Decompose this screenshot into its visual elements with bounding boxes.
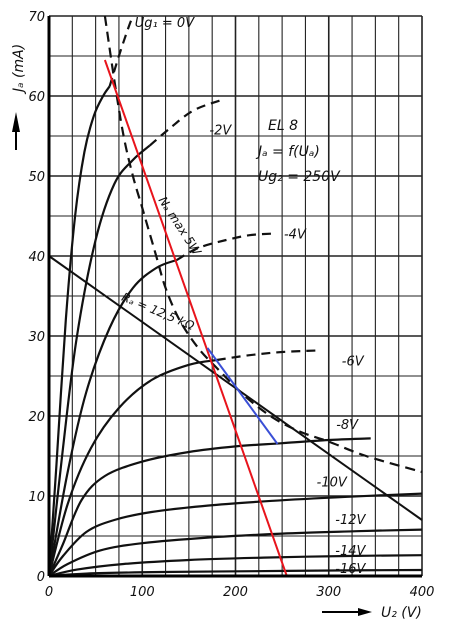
y-axis-title: Jₐ (mA): [11, 44, 27, 95]
y-tick-label: 0: [37, 570, 45, 585]
info-tube: EL 8: [268, 118, 298, 134]
x-tick-label: 300: [316, 585, 341, 600]
series-line-dashed: [108, 15, 134, 87]
info-screen-voltage: Ug₂ = 250V: [258, 169, 341, 185]
max-dissipation-curve: [103, 15, 423, 474]
series-label: -14V: [335, 544, 366, 559]
x-tick-label: 400: [410, 585, 435, 600]
y-tick-label: 60: [28, 90, 45, 105]
series-line-dashed: [216, 349, 320, 362]
series-line: [47, 144, 151, 577]
series-line: [47, 258, 178, 577]
series-label: -12V: [335, 513, 366, 528]
series-label: -2V: [209, 123, 232, 138]
axes: [12, 16, 422, 616]
y-axis-arrow-icon: [12, 112, 20, 132]
series-line: [47, 85, 111, 577]
series-label: -8V: [336, 418, 359, 433]
series-line: [47, 437, 371, 577]
x-axis-title: U₂ (V): [381, 605, 422, 621]
y-tick-label: 40: [28, 250, 45, 265]
series-line: [47, 358, 217, 577]
series-line: [48, 554, 423, 578]
x-axis-arrow-icon: [358, 608, 372, 616]
x-tick-label: 200: [223, 585, 248, 600]
blue-line: [206, 347, 279, 445]
series-line: [48, 568, 423, 578]
series-label: -10V: [317, 475, 348, 490]
info-block: EL 8 Jₐ = f(Uₐ) Ug₂ = 250V: [255, 118, 341, 185]
series-curves: [47, 15, 423, 578]
construction-lines: [48, 15, 423, 577]
info-relation: Jₐ = f(Uₐ): [255, 144, 320, 160]
series-line-dashed: [176, 232, 273, 261]
series-line: [48, 528, 423, 577]
series-label: -4V: [284, 227, 307, 242]
red-line: [103, 59, 288, 577]
y-tick-label: 50: [28, 170, 45, 185]
y-tick-label: 10: [28, 490, 45, 505]
series-line: [48, 492, 423, 577]
series-label: -16V: [335, 562, 366, 577]
series-label: Ug₁ = 0V: [135, 16, 195, 31]
y-tick-label: 70: [28, 10, 45, 25]
y-tick-label: 20: [28, 410, 45, 425]
series-label: -6V: [342, 355, 365, 370]
x-tick-label: 0: [45, 585, 53, 600]
y-tick-label: 30: [28, 330, 45, 345]
x-tick-label: 100: [130, 585, 155, 600]
